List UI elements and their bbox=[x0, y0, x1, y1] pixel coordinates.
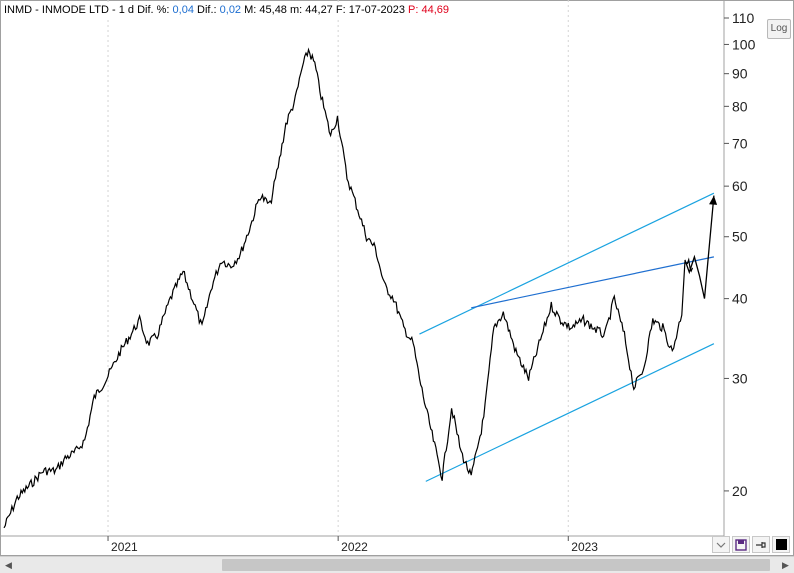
price-chart[interactable]: 20 30 40 50 60 70 80 90 100 110 2021 2022 2023 bbox=[0, 0, 794, 556]
y-tick-label: 40 bbox=[732, 291, 748, 307]
y-tick-label: 60 bbox=[732, 178, 748, 194]
price-label: P: 44,69 bbox=[408, 4, 450, 16]
trendline-resistance bbox=[471, 256, 715, 309]
x-axis: 2021 2022 2023 bbox=[107, 536, 598, 554]
dif-pct-label: Dif. %: bbox=[137, 4, 170, 16]
period-label: 1 d bbox=[118, 4, 134, 16]
trendline-channel-lower bbox=[425, 343, 715, 482]
trendlines bbox=[419, 192, 715, 482]
y-tick-label: 30 bbox=[732, 370, 748, 386]
min-label: m: 44,27 bbox=[290, 4, 333, 16]
chart-tools bbox=[712, 536, 790, 554]
scrollbar-thumb[interactable] bbox=[222, 559, 770, 571]
pin-icon[interactable] bbox=[752, 536, 770, 553]
x-tick-label: 2023 bbox=[571, 540, 598, 554]
save-icon[interactable] bbox=[732, 536, 750, 553]
y-tick-label: 90 bbox=[732, 66, 748, 82]
dif-label: Dif.: bbox=[197, 4, 217, 16]
arrow-left-icon[interactable]: ◀ bbox=[5, 559, 12, 570]
projection-path bbox=[684, 195, 715, 299]
arrow-right-icon[interactable]: ▶ bbox=[782, 559, 789, 570]
log-scale-toggle[interactable]: Log bbox=[767, 19, 791, 39]
y-tick-label: 50 bbox=[732, 229, 748, 245]
color-swatch-icon[interactable] bbox=[772, 536, 790, 553]
y-tick-label: 20 bbox=[732, 483, 748, 499]
x-tick-label: 2022 bbox=[341, 540, 368, 554]
dif-value: 0,02 bbox=[219, 4, 242, 16]
trendline-channel-upper bbox=[419, 192, 715, 335]
max-label: M: 45,48 bbox=[244, 4, 287, 16]
y-tick-label: 80 bbox=[732, 98, 748, 114]
x-tick-label: 2021 bbox=[111, 540, 138, 554]
projection-arrow-head bbox=[709, 195, 718, 205]
x-gridlines bbox=[107, 0, 569, 536]
y-tick-label: 110 bbox=[732, 10, 755, 26]
y-tick-label: 100 bbox=[732, 36, 756, 52]
dif-pct-value: 0,04 bbox=[172, 4, 194, 16]
symbol-label: INMD - INMODE LTD bbox=[4, 4, 109, 16]
chevron-icon[interactable] bbox=[712, 536, 730, 553]
horizontal-scrollbar[interactable]: ◀ ▶ bbox=[0, 556, 794, 573]
y-tick-label: 70 bbox=[732, 135, 748, 151]
y-axis: 20 30 40 50 60 70 80 90 100 110 bbox=[724, 10, 756, 499]
price-series-line bbox=[3, 47, 694, 529]
chart-header: INMD - INMODE LTD - 1 d Dif. %: 0,04 Dif… bbox=[4, 2, 450, 18]
date-label: F: 17-07-2023 bbox=[335, 4, 405, 16]
